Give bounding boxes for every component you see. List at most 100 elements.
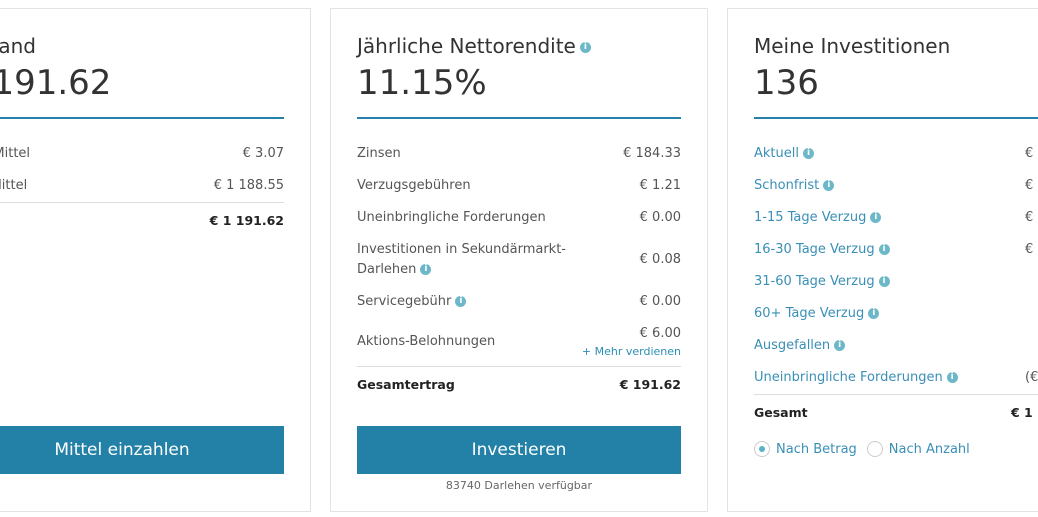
row: Ausgefallen i [754,330,1038,362]
row-label[interactable]: Aktuell i [754,144,814,164]
label-text: bare Mittel [0,146,31,161]
title-text: Meine Investitionen [754,34,951,58]
total-value: € 1 191.62 [209,213,284,228]
info-icon[interactable]: i [870,212,882,223]
label-text: Uneinbringliche Forderungen [357,210,546,225]
row-label: Aktions-Belohnungen [357,332,495,352]
radio-option[interactable]: Nach Betrag [754,441,857,457]
row-label[interactable]: Ausgefallen i [754,336,846,356]
radio[interactable] [754,441,770,457]
row-label[interactable]: 60+ Tage Verzug i [754,304,880,324]
value-text: € 0.00 [639,210,681,225]
info-icon[interactable]: i [579,42,591,53]
label-text: Zinsen [357,146,401,161]
radio[interactable] [866,441,883,457]
total-label: Gesamtertrag [357,377,455,392]
total-value: € 191.62 [619,377,681,392]
card-title: Jährliche Nettorendite i [357,33,681,59]
row-value: € 1 188.55 [214,176,284,196]
row-label[interactable]: Uneinbringliche Forderungen i [754,368,958,388]
value-text: € [1025,242,1034,257]
value-text: € 1 188.55 [213,178,284,193]
row-value: € 0.00 [640,292,681,312]
row-label[interactable]: 16-30 Tage Verzug i [754,240,890,260]
info-icon[interactable]: i [878,244,890,255]
row: Zinsen € 184.33 [357,138,681,170]
row: Schonfrist i € [754,170,1038,202]
row-value: € 0.00 [640,208,681,228]
label-text: Aktuell [754,146,799,161]
info-icon[interactable]: i [455,296,467,307]
row-value: € [1025,176,1033,196]
label-text: 31-60 Tage Verzug [754,274,875,289]
row-label[interactable]: Schonfrist i [754,176,835,196]
label-text: Schonfrist [754,178,820,193]
title-text: tostand [0,34,36,58]
row-label: erte Mittel [0,176,27,196]
value-text: € 9 [1025,146,1038,161]
amount: 136 [754,63,1038,119]
value-text: € 6.00 [639,326,681,341]
row: bare Mittel € 3.07 [0,138,284,170]
footnote: 83740 Darlehen verfügbar [445,479,593,492]
row-label[interactable]: 1-15 Tage Verzug i [754,208,882,228]
value-text: € 1.21 [639,178,681,193]
total-row: Gesamt € 1 1 [754,394,1038,431]
row: Investitionen in Sekundärmarkt-Darlehen i… [357,234,681,286]
value-text: € 0.08 [639,252,681,267]
value-text: € [1025,210,1034,225]
row-value: € 184.33 [623,144,681,164]
row-label: Uneinbringliche Forderungen [357,208,546,228]
row-label: Verzugsgebühren [357,176,471,196]
total-row: nt€ 1 191.62 [0,202,284,239]
info-icon[interactable]: i [823,180,835,191]
row-value: € 0.08 [640,250,681,270]
row-value: € 1.21 [640,176,681,196]
info-icon[interactable]: i [834,340,846,351]
label-text: Uneinbringliche Forderungen [754,370,943,385]
info-icon[interactable]: i [868,308,880,319]
row: Uneinbringliche Forderungen i (€ [754,362,1038,394]
link[interactable]: + Mehr verdienen [581,345,681,358]
label-text: 60+ Tage Verzug [754,306,865,321]
row-label: bare Mittel [0,144,30,164]
row-value: € 3.07 [243,144,284,164]
amount: 11.15% [357,63,681,119]
row: 31-60 Tage Verzug i [754,266,1038,298]
total-row: Gesamtertrag € 191.62 [357,366,681,403]
label-text: erte Mittel [0,178,28,193]
row-label: Zinsen [357,144,401,164]
value-text: € 184.33 [623,146,681,161]
label-text: Investitionen in Sekundärmarkt-Darlehen [357,242,566,277]
row-value: € 9 [1025,144,1038,164]
option-label: Nach Betrag [776,441,857,457]
row: erte Mittel € 1 188.55 [0,170,284,202]
label-text: Verzugsgebühren [357,178,471,193]
amount: 1 191.62 [0,63,284,119]
info-icon[interactable]: i [878,276,890,287]
label-text: Ausgefallen [754,338,831,353]
info-icon[interactable]: i [420,264,432,275]
row: 16-30 Tage Verzug i € [754,234,1038,266]
total-value: € 1 1 [1011,405,1038,420]
value-text: € [1025,178,1034,193]
info-icon[interactable]: i [802,148,814,159]
card: Jährliche Nettorendite i 11.15% Zinsen € 184… [330,8,708,512]
label-text: 16-30 Tage Verzug [754,242,875,257]
info-icon[interactable]: i [946,372,958,383]
radio-option[interactable]: Nach Anzahl [866,441,970,457]
card-title: Meine Investitionen [754,33,1038,59]
row-label[interactable]: 31-60 Tage Verzug i [754,272,890,292]
button[interactable]: Mittel einzahlen [0,426,284,474]
value-text: € 0.00 [639,294,681,309]
row: Verzugsgebühren € 1.21 [357,170,681,202]
value-text: (€ [1025,370,1038,385]
button[interactable]: Investieren [357,426,681,474]
label-text: Servicegebühr [357,294,452,309]
row: Uneinbringliche Forderungen € 0.00 [357,202,681,234]
row-value: € [1025,240,1033,260]
